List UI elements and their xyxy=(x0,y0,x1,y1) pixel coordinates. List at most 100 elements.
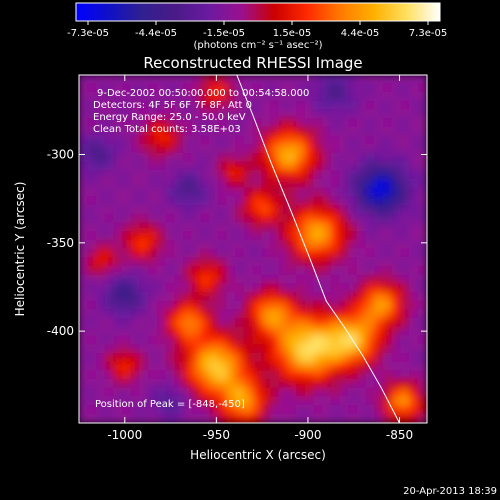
heatmap-cell xyxy=(217,292,228,302)
heatmap-cell xyxy=(235,300,245,311)
heatmap-cell xyxy=(374,178,384,189)
heatmap-cell xyxy=(304,335,315,346)
heatmap-cell xyxy=(252,91,263,102)
heatmap-cell xyxy=(209,396,219,407)
heatmap-cell xyxy=(339,257,350,267)
heatmap-cell xyxy=(296,405,306,415)
heatmap-cell xyxy=(296,205,306,215)
heatmap-cell xyxy=(391,248,402,259)
heatmap-cell xyxy=(217,405,228,415)
heatmap-cell xyxy=(148,75,158,85)
heatmap-cell xyxy=(313,196,324,206)
heatmap-cell xyxy=(409,231,419,241)
heatmap-cell xyxy=(87,352,97,363)
heatmap-cell xyxy=(165,379,176,389)
heatmap-cell xyxy=(409,91,419,102)
heatmap-cell xyxy=(130,396,141,407)
x-axis-label: Heliocentric X (arcsec) xyxy=(190,448,326,462)
heatmap-cell xyxy=(304,405,315,415)
heatmap-cell xyxy=(391,335,402,346)
heatmap-cell xyxy=(339,335,350,346)
heatmap-cell xyxy=(122,405,132,415)
heatmap-cell xyxy=(130,118,141,128)
heatmap-cell xyxy=(287,344,297,354)
heatmap-cell xyxy=(365,283,376,293)
colorbar-tick-label: 4.4e-05 xyxy=(341,28,379,39)
heatmap-cell xyxy=(174,239,184,250)
heatmap-cell xyxy=(269,387,280,398)
heatmap-cell xyxy=(400,265,411,276)
heatmap-cell xyxy=(417,300,427,311)
heatmap-cell xyxy=(287,178,297,189)
heatmap-cell xyxy=(304,239,315,250)
heatmap-cell xyxy=(339,405,350,415)
heatmap-cell xyxy=(174,161,184,172)
heatmap-cell xyxy=(261,91,271,102)
heatmap-cell xyxy=(139,135,150,146)
heatmap-cell xyxy=(409,83,419,93)
heatmap-cell xyxy=(383,109,393,119)
heatmap-cell xyxy=(226,126,237,137)
heatmap-cell xyxy=(182,231,193,241)
heatmap-cell xyxy=(322,335,332,346)
heatmap-cell xyxy=(148,91,158,102)
heatmap-cell xyxy=(226,170,237,180)
heatmap-cell xyxy=(269,187,280,198)
heatmap-cell xyxy=(165,144,176,154)
heatmap-cell xyxy=(200,413,210,423)
heatmap-cell xyxy=(409,344,419,354)
heatmap-cell xyxy=(122,352,132,363)
heatmap-cell xyxy=(374,109,384,119)
heatmap-cell xyxy=(243,352,254,363)
heatmap-cell xyxy=(122,196,132,206)
heatmap-cell xyxy=(374,152,384,163)
heatmap-cell xyxy=(287,379,297,389)
heatmap-cell xyxy=(156,118,167,128)
heatmap-cell xyxy=(156,170,167,180)
heatmap-cell xyxy=(287,239,297,250)
heatmap-cell xyxy=(174,248,184,259)
heatmap-cell xyxy=(296,370,306,380)
heatmap-cell xyxy=(174,344,184,354)
heatmap-cell xyxy=(174,118,184,128)
heatmap-cell xyxy=(287,283,297,293)
heatmap-cell xyxy=(139,405,150,415)
heatmap-cell xyxy=(348,283,358,293)
heatmap-cell xyxy=(269,344,280,354)
heatmap-cell xyxy=(95,75,106,85)
heatmap-cell xyxy=(130,379,141,389)
heatmap-cell xyxy=(104,257,115,267)
heatmap-cell xyxy=(374,205,384,215)
heatmap-cell xyxy=(191,161,202,172)
heatmap-cell xyxy=(365,83,376,93)
heatmap-cell xyxy=(296,83,306,93)
heatmap-cell xyxy=(191,109,202,119)
heatmap-cell xyxy=(409,248,419,259)
heatmap-cell xyxy=(104,161,115,172)
heatmap-cell xyxy=(95,100,106,111)
heatmap-cell xyxy=(400,187,411,198)
heatmap-cell xyxy=(87,109,97,119)
heatmap-cell xyxy=(322,326,332,337)
heatmap-cell xyxy=(226,83,237,93)
heatmap-cell xyxy=(165,135,176,146)
heatmap-cell xyxy=(191,265,202,276)
heatmap-cell xyxy=(252,257,263,267)
heatmap-cell xyxy=(252,187,263,198)
heatmap-cell xyxy=(200,196,210,206)
heatmap-cell xyxy=(269,379,280,389)
heatmap-cell xyxy=(287,196,297,206)
heatmap-cell xyxy=(165,222,176,233)
heatmap-cell xyxy=(356,370,367,380)
heatmap-cell xyxy=(95,352,106,363)
heatmap-cell xyxy=(165,109,176,119)
heatmap-cell xyxy=(304,283,315,293)
heatmap-cell xyxy=(191,152,202,163)
heatmap-cell xyxy=(235,144,245,154)
heatmap-cell xyxy=(217,265,228,276)
heatmap-cell xyxy=(330,91,341,102)
heatmap-cell xyxy=(226,248,237,259)
heatmap-cell xyxy=(200,239,210,250)
heatmap-cell xyxy=(365,292,376,302)
heatmap-cell xyxy=(139,274,150,285)
